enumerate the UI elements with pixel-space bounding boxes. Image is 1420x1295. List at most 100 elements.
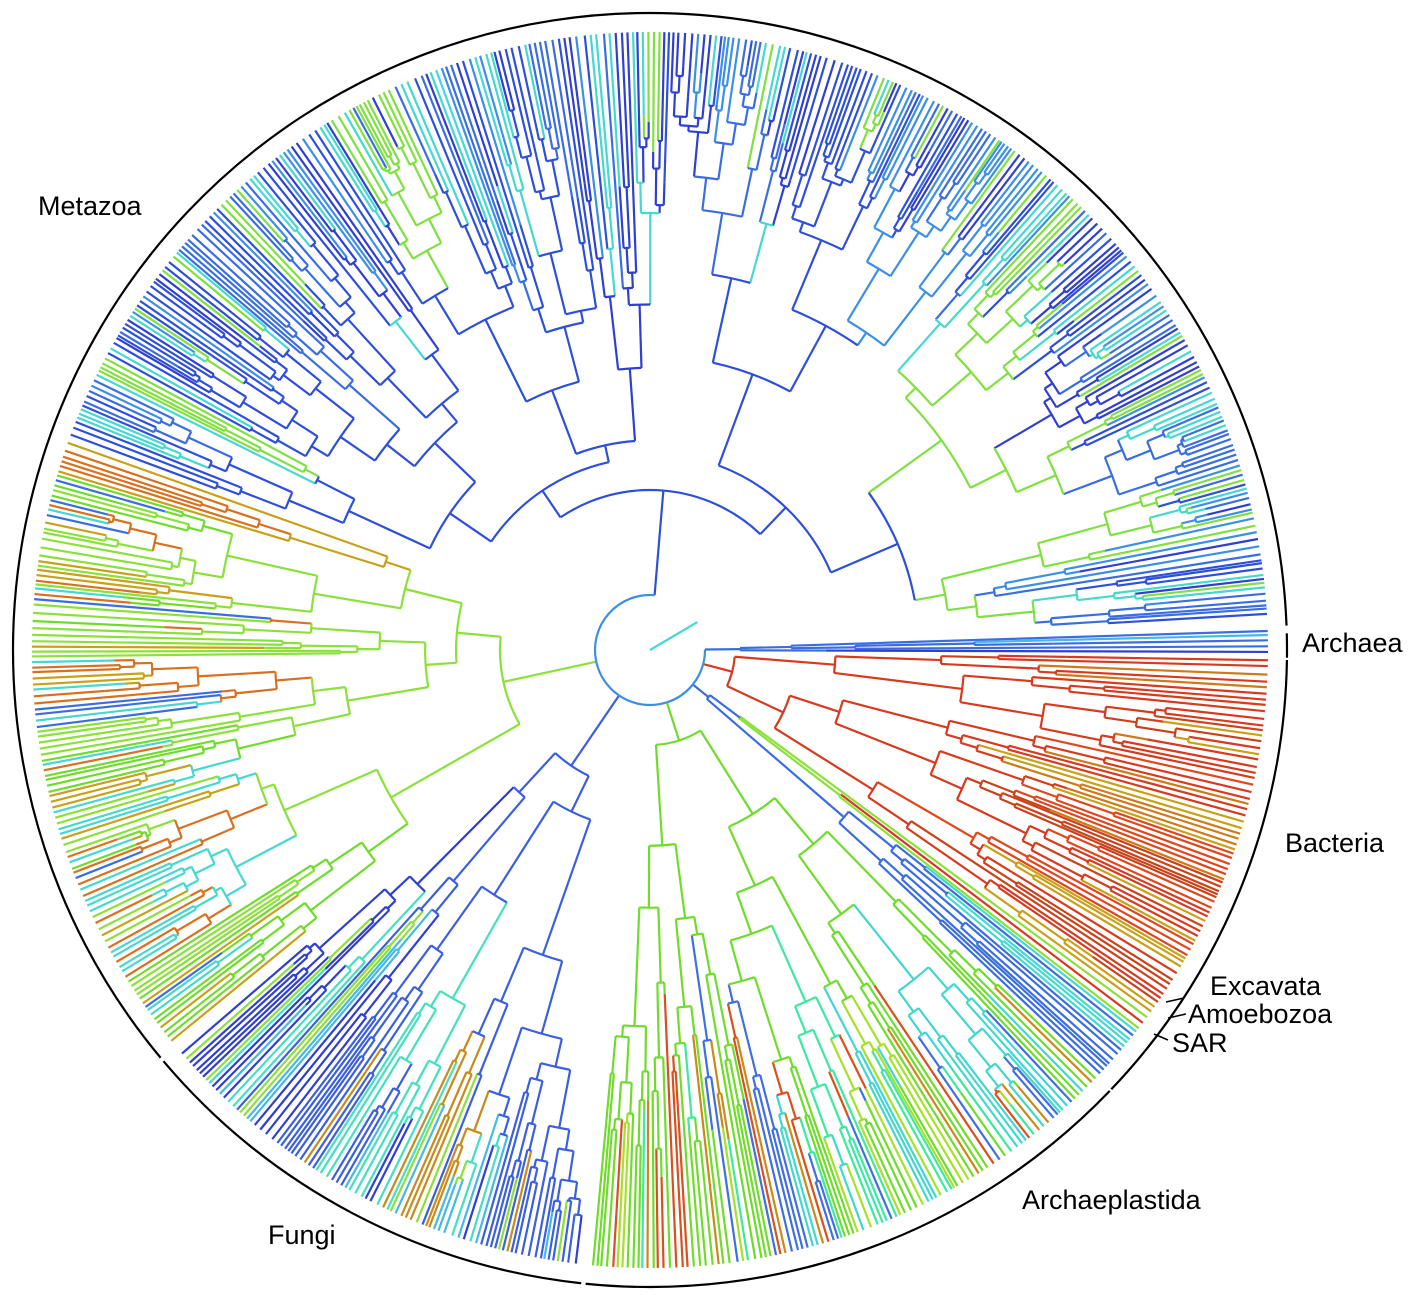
branch bbox=[371, 97, 399, 148]
branch bbox=[208, 215, 285, 291]
branch bbox=[626, 151, 631, 188]
branch bbox=[204, 220, 314, 326]
branch bbox=[366, 179, 383, 204]
branch bbox=[715, 36, 727, 105]
branch bbox=[1095, 385, 1117, 399]
branch bbox=[163, 751, 205, 764]
branch bbox=[325, 274, 333, 282]
branch bbox=[1044, 702, 1106, 714]
branch bbox=[1103, 891, 1196, 942]
branch bbox=[770, 925, 807, 1003]
branch bbox=[659, 1148, 663, 1177]
branch bbox=[50, 780, 133, 803]
branch bbox=[622, 286, 633, 290]
branch bbox=[739, 645, 792, 650]
branch bbox=[981, 1009, 987, 1015]
branch bbox=[893, 100, 935, 179]
branch bbox=[46, 513, 124, 534]
branch bbox=[1017, 860, 1026, 868]
branch bbox=[345, 1036, 372, 1071]
branch bbox=[375, 265, 410, 312]
branch bbox=[858, 1086, 867, 1102]
branch bbox=[58, 795, 167, 831]
branch bbox=[33, 689, 105, 698]
branch bbox=[116, 583, 158, 591]
branch bbox=[1173, 406, 1219, 428]
branch bbox=[31, 649, 341, 653]
branch bbox=[301, 351, 347, 391]
branch bbox=[230, 597, 234, 608]
clade-label: Archaea bbox=[1302, 628, 1404, 658]
branch bbox=[261, 383, 273, 392]
branch bbox=[567, 1150, 575, 1182]
branch bbox=[710, 1076, 718, 1113]
branch bbox=[994, 875, 1168, 990]
branch bbox=[759, 1074, 776, 1130]
branch bbox=[993, 447, 1018, 493]
branch bbox=[1134, 717, 1139, 727]
branch bbox=[794, 54, 818, 128]
branch bbox=[670, 73, 674, 93]
branch bbox=[700, 34, 706, 74]
branch bbox=[459, 1127, 468, 1146]
branch bbox=[409, 309, 440, 351]
branch bbox=[323, 964, 347, 989]
branch bbox=[287, 533, 293, 542]
branch bbox=[455, 602, 463, 663]
branch bbox=[1098, 735, 1103, 746]
branch bbox=[235, 773, 241, 785]
branch bbox=[154, 778, 175, 786]
branch bbox=[158, 418, 163, 425]
branch bbox=[1139, 489, 1162, 498]
branch bbox=[122, 503, 158, 515]
branch bbox=[828, 1071, 849, 1117]
branch bbox=[244, 643, 283, 646]
branch bbox=[987, 841, 1005, 852]
branch bbox=[163, 982, 227, 1034]
branch bbox=[774, 727, 874, 791]
branch bbox=[290, 259, 303, 272]
branch bbox=[690, 1005, 696, 1036]
branch bbox=[282, 151, 374, 274]
branch bbox=[825, 141, 830, 146]
branch bbox=[504, 266, 513, 284]
branch bbox=[1055, 757, 1248, 811]
branch bbox=[1103, 512, 1112, 536]
branch bbox=[1120, 385, 1140, 398]
branch bbox=[322, 306, 342, 327]
branch bbox=[315, 1056, 390, 1171]
branch bbox=[1028, 854, 1077, 882]
branch bbox=[236, 725, 240, 730]
branch bbox=[34, 598, 207, 615]
branch bbox=[752, 1089, 764, 1126]
branch bbox=[202, 524, 233, 536]
branch bbox=[259, 448, 304, 474]
branch bbox=[1078, 390, 1089, 398]
branch bbox=[139, 300, 264, 386]
branch bbox=[217, 638, 283, 643]
branch bbox=[270, 619, 312, 625]
branch bbox=[1055, 798, 1070, 806]
branch bbox=[359, 1109, 375, 1134]
branch bbox=[547, 128, 554, 150]
branch bbox=[1096, 398, 1126, 416]
branch bbox=[964, 198, 973, 205]
branch bbox=[302, 917, 318, 930]
branch bbox=[758, 170, 775, 223]
branch bbox=[692, 683, 710, 698]
branch bbox=[1129, 427, 1156, 440]
branch bbox=[199, 998, 280, 1075]
branch bbox=[568, 37, 590, 184]
branch bbox=[604, 295, 616, 299]
branch bbox=[1147, 754, 1255, 780]
branch bbox=[1113, 814, 1233, 860]
branch bbox=[1012, 333, 1036, 353]
branch bbox=[1016, 797, 1224, 884]
branch bbox=[455, 1145, 464, 1162]
branch bbox=[1052, 288, 1077, 310]
branch bbox=[110, 904, 195, 954]
branch bbox=[789, 57, 828, 181]
branch bbox=[1061, 823, 1089, 837]
branch bbox=[258, 337, 284, 359]
branch bbox=[295, 142, 392, 279]
